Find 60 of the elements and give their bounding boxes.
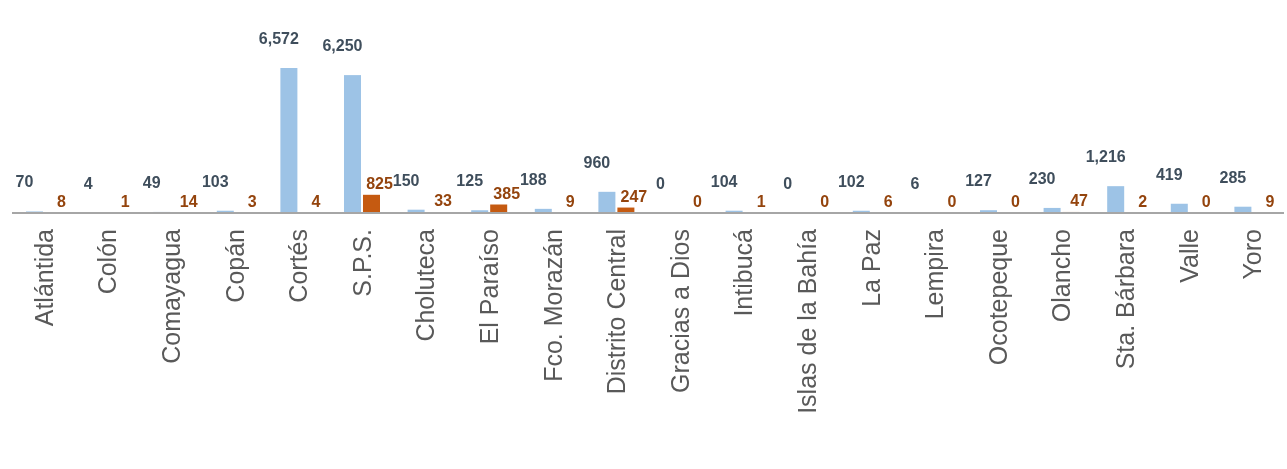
data-label: 285	[1219, 168, 1247, 186]
data-label: 1	[756, 192, 766, 210]
x-tick-label: Distrito Central	[602, 229, 631, 395]
x-tick-label: Olancho	[1047, 229, 1076, 323]
data-label: 70	[15, 173, 34, 191]
data-label: 125	[456, 172, 484, 190]
x-tick-label: Valle	[1174, 229, 1203, 283]
data-label: 49	[142, 173, 161, 191]
data-label: 102	[837, 172, 865, 190]
data-label: 4	[311, 192, 321, 210]
data-label: 150	[392, 171, 420, 189]
data-label: 6,572	[258, 30, 300, 47]
data-label: 6	[910, 174, 920, 192]
x-tick-label: Lempira	[920, 228, 949, 320]
data-label: 47	[1070, 191, 1089, 209]
data-label: 230	[1028, 169, 1056, 187]
data-label: 103	[201, 172, 229, 190]
data-label: 8	[57, 192, 67, 210]
x-tick-label: Sta. Bárbara	[1111, 228, 1139, 370]
data-label: 6,250	[322, 37, 363, 55]
data-label: 1	[120, 192, 130, 210]
x-tick-label: S.P.S.	[347, 229, 376, 297]
data-label: 104	[710, 172, 738, 190]
x-tick-label: Ocotepeque	[983, 229, 1012, 366]
x-tick-label: Cortés	[284, 229, 313, 303]
x-tick-label: Intibucá	[729, 228, 758, 317]
x-tick-label: Copán	[220, 229, 249, 303]
data-label: 0	[1011, 193, 1021, 210]
x-tick-label: Colón	[93, 229, 122, 295]
data-label: 385	[493, 184, 521, 202]
data-label: 960	[583, 153, 611, 171]
x-tick-label: Atlántida	[29, 228, 58, 327]
data-label: 419	[1155, 165, 1183, 183]
data-label: 4	[83, 174, 93, 192]
data-label: 247	[620, 187, 648, 205]
data-label: 188	[519, 170, 547, 188]
data-label: 1,216	[1085, 148, 1126, 166]
data-label: 127	[965, 172, 992, 190]
x-tick-label: Islas de la Bahía	[793, 228, 821, 414]
data-label: 0	[820, 193, 830, 210]
data-label: 9	[565, 192, 575, 210]
data-label: 0	[656, 175, 666, 192]
data-label: 14	[179, 192, 198, 210]
x-tick-label: Gracias a Dios	[665, 229, 694, 393]
x-tick-label: Fco. Morazán	[538, 229, 567, 382]
x-tick-label: Yoro	[1238, 229, 1267, 280]
data-label: 0	[947, 193, 957, 210]
x-tick-label: La Paz	[856, 229, 885, 307]
x-tick-label: Comayagua	[157, 228, 185, 364]
data-label: 825	[366, 174, 393, 192]
data-label: 0	[783, 175, 793, 192]
data-label: 3	[247, 192, 257, 210]
data-label: 0	[693, 193, 703, 210]
x-tick-label: El Paraíso	[475, 229, 503, 345]
data-label: 9	[1265, 192, 1275, 210]
data-label: 33	[434, 192, 453, 210]
data-label: 0	[1201, 193, 1211, 210]
data-label: 2	[1138, 192, 1148, 210]
x-tick-label: Choluteca	[411, 228, 440, 342]
data-label: 6	[883, 192, 893, 210]
